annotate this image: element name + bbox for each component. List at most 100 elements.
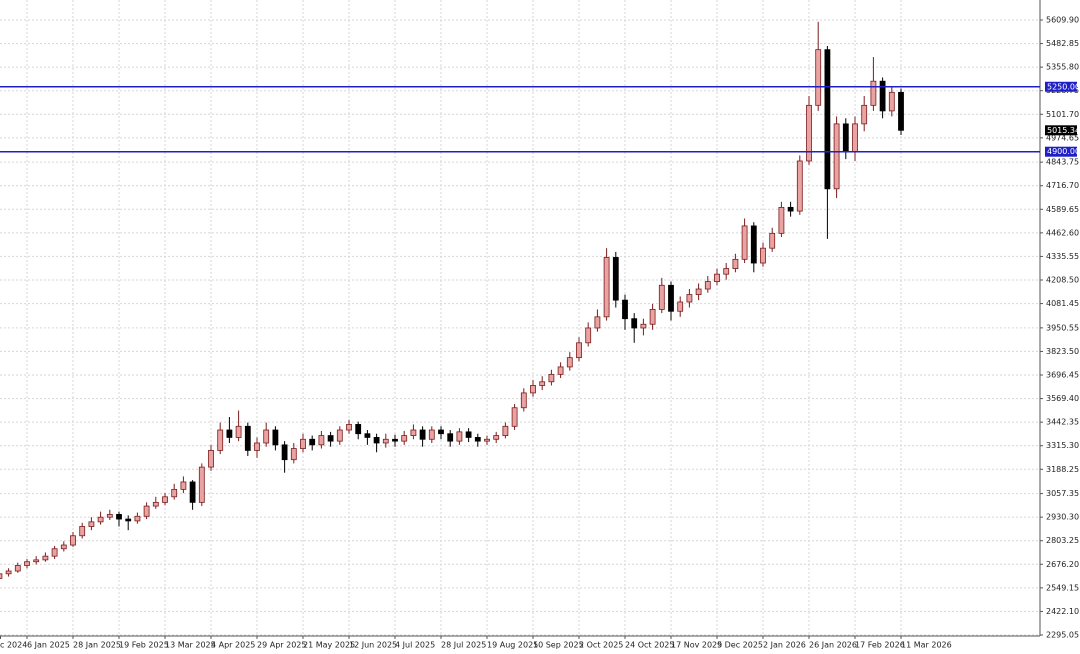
candle-body bbox=[60, 544, 67, 550]
candle-body bbox=[658, 284, 665, 310]
candle-body bbox=[668, 284, 674, 312]
candle-body bbox=[281, 444, 288, 461]
y-tick-label: 2549.15 bbox=[1046, 583, 1079, 592]
candle-body bbox=[24, 561, 30, 566]
candle-body bbox=[97, 516, 104, 523]
last-price-label: 5015.34 bbox=[1047, 126, 1080, 135]
y-tick-label: 2422.10 bbox=[1046, 607, 1079, 616]
candle-body bbox=[336, 429, 343, 442]
candle-body bbox=[364, 433, 371, 438]
y-tick-label: 4081.45 bbox=[1046, 299, 1079, 308]
y-tick-label: 3950.55 bbox=[1046, 323, 1079, 332]
candle-body bbox=[548, 373, 555, 383]
level-label-box bbox=[1045, 81, 1077, 92]
candle-body bbox=[723, 268, 730, 275]
candle-body bbox=[622, 299, 628, 320]
candle-body bbox=[125, 518, 132, 522]
candle-body bbox=[594, 316, 601, 329]
y-tick-label: 5609.90 bbox=[1046, 16, 1079, 25]
x-tick-label: 17 Nov 2025 bbox=[671, 641, 722, 650]
x-tick-label: 2 Jan 2026 bbox=[763, 641, 806, 650]
y-tick-label: 4589.65 bbox=[1046, 205, 1079, 214]
candle-body bbox=[171, 488, 178, 498]
candle-body bbox=[852, 123, 858, 153]
candle-body bbox=[695, 288, 702, 295]
candle-body bbox=[79, 526, 86, 537]
last-price-box bbox=[1045, 125, 1077, 136]
candle-body bbox=[456, 431, 463, 442]
candle-body bbox=[511, 407, 518, 427]
y-tick-label: 3696.45 bbox=[1046, 371, 1079, 380]
candle-body bbox=[465, 431, 472, 438]
y-tick-label: 4843.75 bbox=[1046, 158, 1079, 167]
candle-body bbox=[576, 342, 582, 359]
y-tick-label: 3823.50 bbox=[1046, 347, 1079, 356]
candle-body bbox=[741, 225, 748, 260]
candle-body bbox=[226, 429, 233, 438]
candle-body bbox=[769, 232, 776, 249]
candle-body bbox=[640, 323, 647, 329]
x-tick-label: 19 Aug 2025 bbox=[487, 641, 538, 650]
x-tick-label: 4 Apr 2025 bbox=[211, 641, 255, 650]
candle-body bbox=[392, 438, 398, 442]
level-label-box bbox=[1045, 146, 1077, 157]
candle-body bbox=[833, 123, 840, 190]
candle-body bbox=[70, 535, 76, 546]
candle-body bbox=[88, 521, 95, 527]
candle-body bbox=[603, 257, 610, 318]
candle-body bbox=[631, 318, 638, 329]
candle-body bbox=[5, 570, 12, 575]
y-tick-label: 5355.80 bbox=[1046, 63, 1079, 72]
candle-body bbox=[870, 80, 877, 106]
plot-area bbox=[0, 0, 1040, 636]
x-tick-label: c 2024 bbox=[0, 641, 27, 650]
y-tick-label: 4462.60 bbox=[1046, 228, 1079, 237]
candle-body bbox=[539, 381, 546, 386]
candle-body bbox=[254, 442, 260, 451]
x-tick-label: 9 Dec 2025 bbox=[717, 641, 763, 650]
candle-body bbox=[677, 301, 684, 312]
candle-body bbox=[787, 206, 794, 212]
candle-body bbox=[824, 49, 831, 190]
x-tick-label: 10 Sep 2025 bbox=[533, 641, 584, 650]
candle-body bbox=[566, 357, 573, 368]
candle-body bbox=[152, 501, 159, 507]
candle-body bbox=[484, 438, 490, 442]
candle-body bbox=[143, 505, 150, 517]
x-tick-label: 28 Jan 2025 bbox=[73, 641, 121, 650]
x-tick-label: 11 Mar 2026 bbox=[901, 641, 952, 650]
candle-body bbox=[235, 425, 242, 438]
candle-body bbox=[208, 450, 214, 468]
candle-body bbox=[502, 425, 509, 436]
y-tick-label: 4716.70 bbox=[1046, 181, 1079, 190]
y-tick-label: 2676.20 bbox=[1046, 560, 1079, 569]
x-tick-label: 4 Jul 2025 bbox=[395, 641, 435, 650]
y-tick-label: 4335.55 bbox=[1046, 252, 1079, 261]
x-tick-label: 26 Jan 2026 bbox=[809, 641, 857, 650]
y-tick-label: 5482.85 bbox=[1046, 39, 1079, 48]
candle-body bbox=[704, 281, 711, 290]
candle-body bbox=[106, 514, 113, 518]
candle-body bbox=[686, 294, 693, 303]
y-tick-label: 2295.05 bbox=[1046, 631, 1079, 640]
candle-body bbox=[888, 91, 895, 112]
candle-body bbox=[760, 247, 766, 264]
candle-body bbox=[33, 559, 40, 563]
candle-body bbox=[649, 309, 656, 325]
candle-body bbox=[42, 555, 49, 561]
candle-body bbox=[714, 273, 720, 282]
candle-body bbox=[750, 225, 757, 264]
y-tick-label: 4208.50 bbox=[1046, 276, 1079, 285]
candle-body bbox=[401, 435, 408, 442]
x-tick-label: 12 Jun 2025 bbox=[349, 641, 397, 650]
y-tick-label: 3315.30 bbox=[1046, 441, 1079, 450]
candle-body bbox=[263, 429, 270, 444]
candle-body bbox=[585, 327, 592, 344]
candle-body bbox=[732, 258, 739, 269]
y-tick-label: 2803.25 bbox=[1046, 536, 1079, 545]
level-label: 4900.00 bbox=[1047, 147, 1080, 156]
candle-body bbox=[815, 49, 822, 106]
candle-body bbox=[162, 496, 168, 503]
